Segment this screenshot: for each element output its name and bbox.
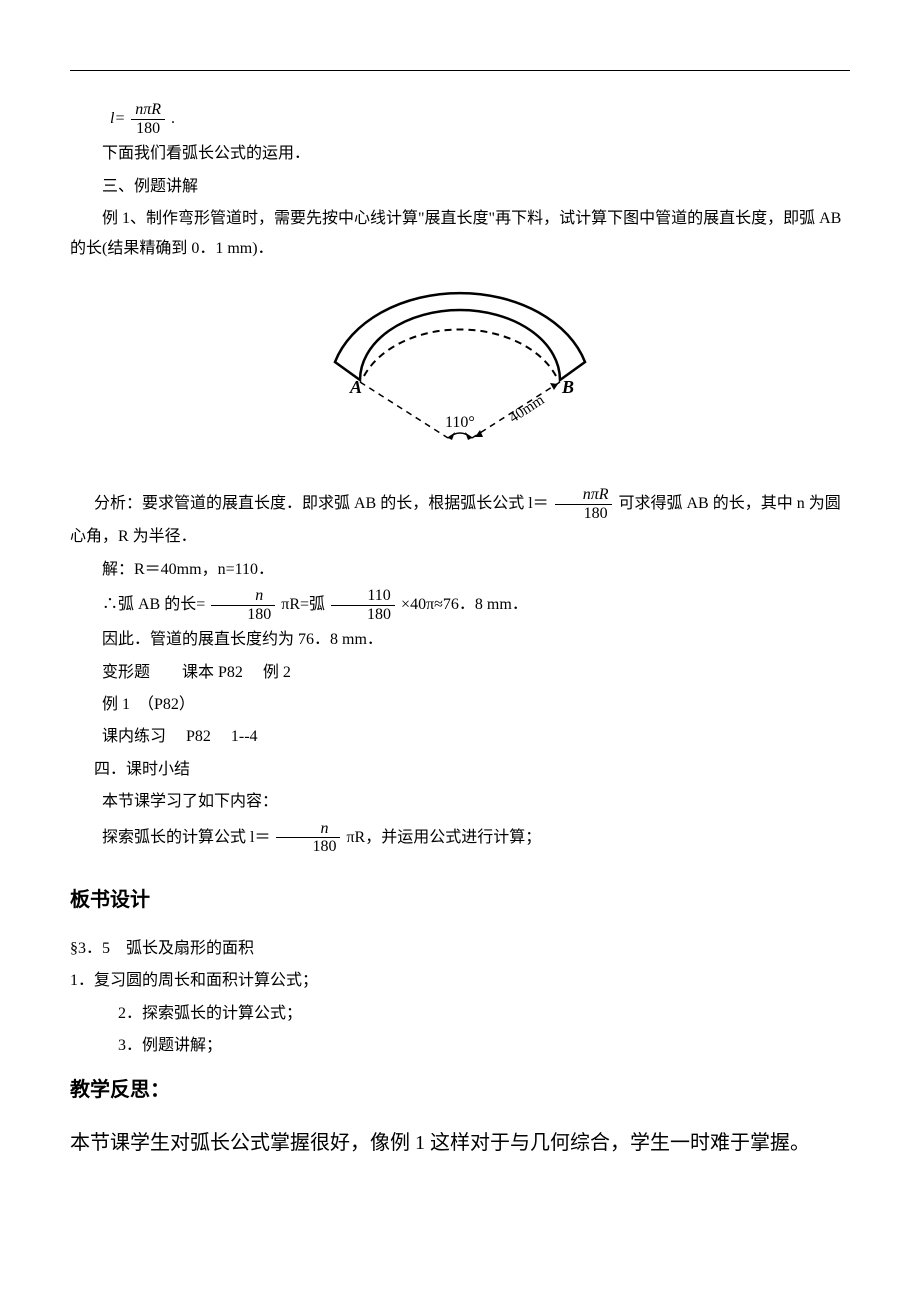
- reflect-body: 本节课学生对弧长公式掌握很好，像例 1 这样对于与几何综合，学生一时难于掌握。: [70, 1119, 850, 1167]
- solution-line4: 变形题 课本 P82 例 2: [70, 658, 850, 688]
- solution-line1: 解：R＝40mm，n=110．: [70, 555, 850, 585]
- analysis-prefix: 分析：要求管道的展直长度．即求弧 AB 的长，根据弧长公式 l＝: [94, 495, 549, 512]
- summary-p2: 探索弧长的计算公式 l＝ n 180 πR，并运用公式进行计算；: [70, 820, 850, 856]
- summary-f: n 180: [276, 820, 340, 856]
- solution-line6: 课内练习 P82 1--4: [70, 722, 850, 752]
- pipe-figure: A B 110° 40mm: [70, 280, 850, 471]
- solution-line3: 因此．管道的展直长度约为 76．8 mm．: [70, 625, 850, 655]
- solution-line2: ∴弧 AB 的长= n 180 πR=弧 110 180 ×40π≈76．8 m…: [70, 587, 850, 623]
- board-l3: 2．探索弧长的计算公式；: [70, 999, 850, 1029]
- formula-fraction: nπR 180: [131, 101, 165, 137]
- summary-h: 四．课时小结: [70, 755, 850, 785]
- sol2-f2: 110 180: [331, 587, 395, 623]
- pipe-outline: [335, 293, 585, 380]
- sol2-f1: n 180: [211, 587, 275, 623]
- label-b: B: [561, 377, 574, 397]
- sol2-f1-den: 180: [211, 606, 275, 624]
- reflect-heading: 教学反思：: [70, 1071, 850, 1109]
- para-example1: 例 1、制作弯形管道时，需要先按中心线计算"展直长度"再下料，试计算下图中管道的…: [70, 204, 850, 265]
- sol2-prefix: ∴弧 AB 的长=: [102, 596, 209, 613]
- label-radius: 40mm: [506, 392, 547, 426]
- pipe-svg: A B 110° 40mm: [300, 280, 620, 460]
- para-usage: 下面我们看弧长公式的运用．: [70, 139, 850, 169]
- sol2-f2-num: 110: [331, 587, 395, 606]
- summary-p1: 本节课学习了如下内容：: [70, 787, 850, 817]
- para-section3: 三、例题讲解: [70, 172, 850, 202]
- board-l2: 1．复习圆的周长和面积计算公式；: [70, 966, 850, 996]
- sol2-mid2: ×40π≈76．8 mm．: [401, 596, 528, 613]
- sol2-f2-den: 180: [331, 606, 395, 624]
- sol2-mid1: πR=弧: [281, 596, 325, 613]
- angle-arrow-l: [448, 432, 455, 440]
- formula-den: 180: [131, 120, 165, 138]
- pipe-centerline: [364, 329, 556, 376]
- formula-top: l= nπR 180 .: [70, 101, 850, 137]
- summary-p2-suffix: πR，并运用公式进行计算；: [346, 828, 541, 845]
- analysis-fraction: nπR 180: [555, 486, 613, 522]
- para-analysis: 分析：要求管道的展直长度．即求弧 AB 的长，根据弧长公式 l＝ nπR 180…: [70, 486, 850, 553]
- analysis-den: 180: [555, 505, 613, 523]
- summary-f-num: n: [276, 820, 340, 839]
- angle-arrow-r: [465, 432, 472, 440]
- solution-line5: 例 1 （P82）: [70, 690, 850, 720]
- dash-left: [360, 382, 448, 438]
- top-rule: [70, 70, 850, 71]
- label-angle: 110°: [445, 414, 475, 431]
- analysis-num: nπR: [555, 486, 613, 505]
- formula-suffix: .: [171, 110, 175, 127]
- board-l1: §3．5 弧长及扇形的面积: [70, 934, 850, 964]
- formula-prefix: l=: [110, 110, 125, 127]
- label-a: A: [349, 377, 362, 397]
- radius-arrow-b: [550, 383, 558, 390]
- sol2-f1-num: n: [211, 587, 275, 606]
- board-l4: 3．例题讲解；: [70, 1031, 850, 1061]
- summary-p2-prefix: 探索弧长的计算公式 l＝: [102, 828, 270, 845]
- summary-f-den: 180: [276, 838, 340, 856]
- board-heading: 板书设计: [70, 881, 850, 919]
- formula-num: nπR: [131, 101, 165, 120]
